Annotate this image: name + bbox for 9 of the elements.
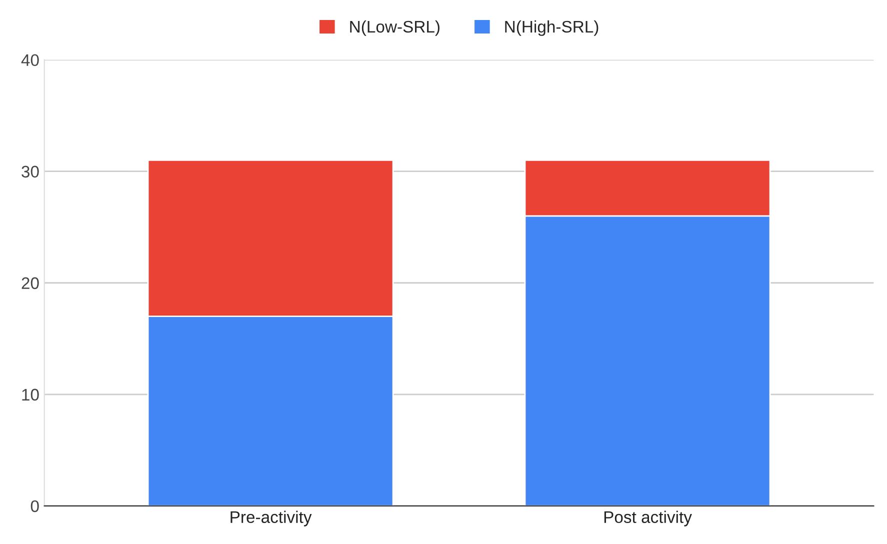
- y-tick-label: 40: [21, 54, 39, 66]
- x-tick-label: Post activity: [604, 510, 692, 526]
- legend-label: N(High-SRL): [505, 20, 598, 36]
- y-tick-label: 10: [22, 388, 39, 401]
- y-tick-label: 20: [22, 277, 39, 290]
- y-tick-label: 0: [30, 500, 39, 512]
- legend-label: N(Low-SRL): [350, 20, 440, 36]
- x-tick-label: Pre-activity: [230, 510, 312, 526]
- y-tick-label: 30: [22, 166, 39, 178]
